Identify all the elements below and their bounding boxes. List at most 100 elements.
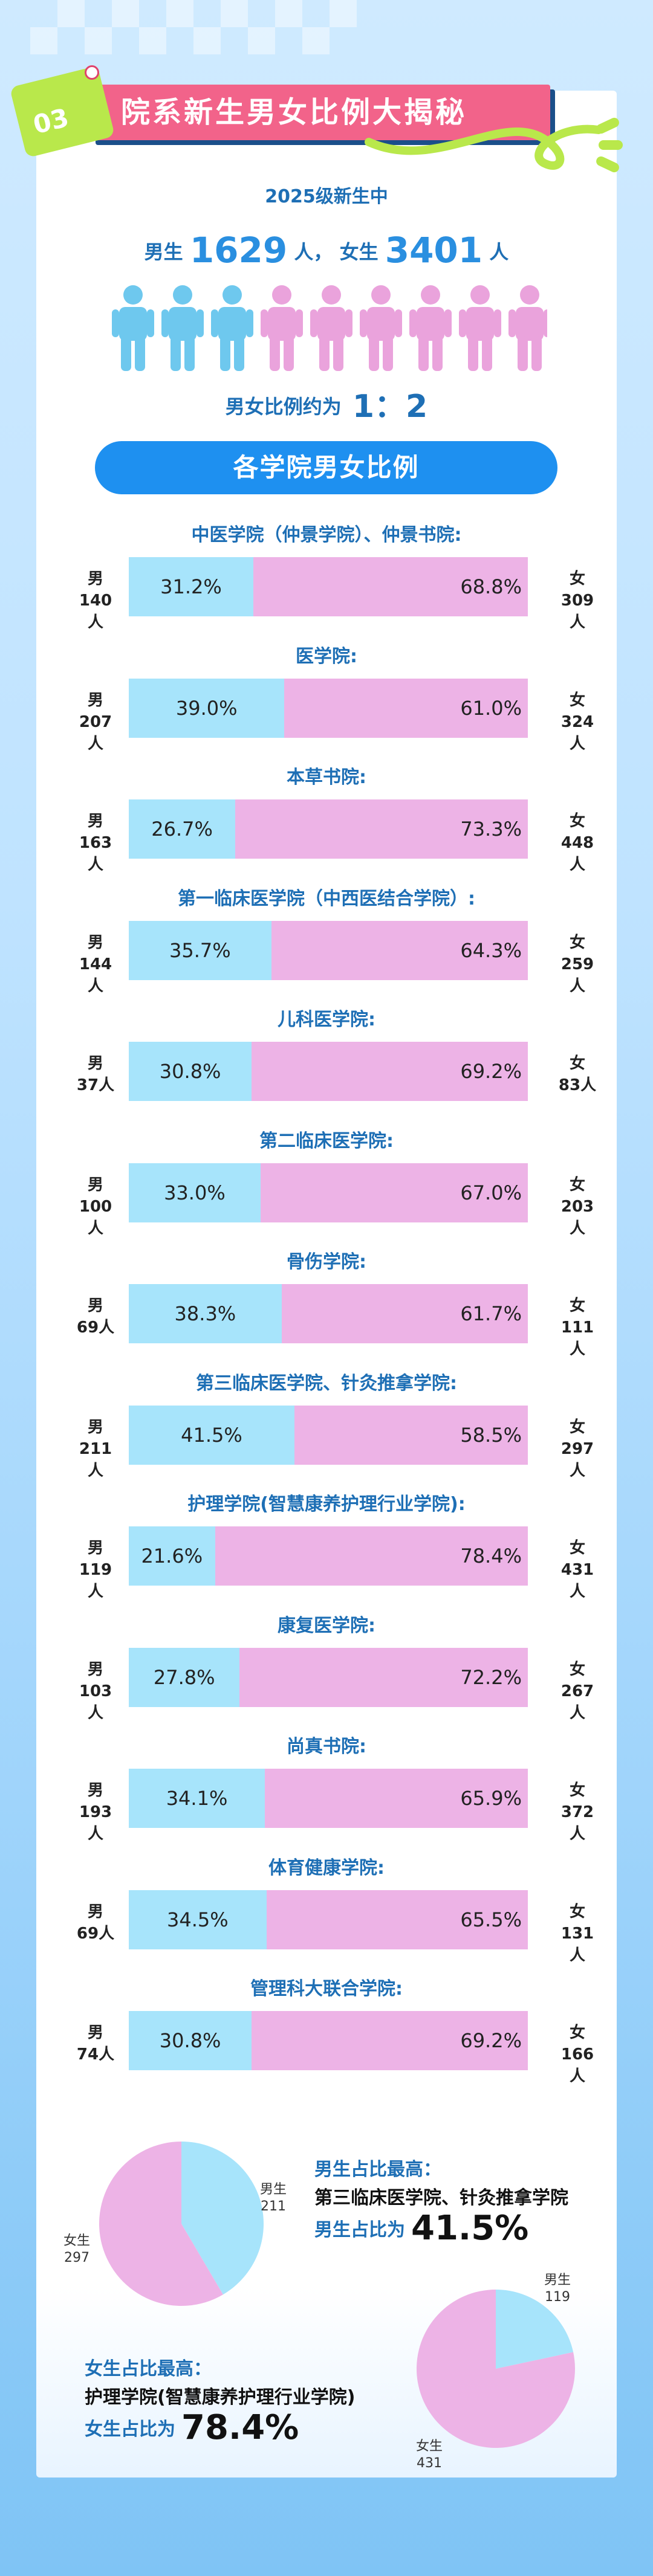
male-segment: 31.2% bbox=[129, 557, 253, 616]
male-count-label: 男 37人 bbox=[76, 1054, 115, 1094]
male-person-icon bbox=[211, 285, 253, 371]
female-count-label: 女 431人 bbox=[560, 1539, 594, 1601]
male-segment: 33.0% bbox=[129, 1163, 261, 1222]
pie2-male-label: 男生 119 bbox=[544, 2273, 571, 2305]
male-segment: 30.8% bbox=[129, 2011, 252, 2070]
male-highest-title: 男生占比最高： bbox=[314, 2159, 441, 2180]
female-person-icon bbox=[360, 285, 402, 371]
male-count-label: 男 207人 bbox=[79, 691, 112, 753]
gender-count-line: 男生 1629 人， 女生 3401 人 bbox=[0, 230, 653, 271]
male-label: 男生 bbox=[144, 240, 183, 263]
college-name: 体育健康学院: bbox=[268, 1857, 385, 1879]
ratio-bar: 21.6% 78.4% bbox=[129, 1526, 528, 1586]
male-count-label: 男 193人 bbox=[79, 1781, 112, 1843]
pie-slice-female bbox=[99, 2142, 223, 2306]
female-person-icon bbox=[508, 285, 547, 371]
female-segment: 73.3% bbox=[235, 799, 528, 859]
header-banner bbox=[91, 85, 550, 140]
ratio-bar: 33.0% 67.0% bbox=[129, 1163, 528, 1222]
female-label: 女生 bbox=[339, 240, 378, 263]
college-name: 医学院: bbox=[296, 645, 357, 667]
female-count-label: 女 267人 bbox=[560, 1660, 594, 1722]
female-highest-pie bbox=[417, 2290, 575, 2448]
page-title: 院系新生男女比例大揭秘 bbox=[121, 95, 467, 129]
female-unit: 人 bbox=[489, 240, 509, 263]
male-count-label: 男 140人 bbox=[79, 570, 112, 631]
female-count-label: 女 324人 bbox=[560, 691, 594, 753]
male-segment: 35.7% bbox=[129, 920, 271, 980]
college-name: 尚真书院: bbox=[287, 1736, 366, 1757]
female-person-icon bbox=[261, 285, 303, 371]
male-segment: 30.8% bbox=[129, 1042, 252, 1101]
female-count-label: 女 448人 bbox=[560, 812, 594, 874]
college-name: 第二临床医学院: bbox=[259, 1130, 394, 1152]
ratio-bar: 30.8% 69.2% bbox=[129, 1042, 528, 1101]
female-count-label: 女 309人 bbox=[560, 570, 594, 631]
male-segment: 21.6% bbox=[129, 1526, 215, 1586]
ratio-bar: 35.7% 64.3% bbox=[129, 920, 528, 980]
female-segment: 61.0% bbox=[284, 678, 528, 738]
female-segment: 67.0% bbox=[260, 1163, 528, 1222]
pie1-female-label: 女生 297 bbox=[63, 2233, 91, 2265]
female-count-label: 女 131人 bbox=[560, 1902, 594, 1964]
ratio-value: 1：2 bbox=[352, 389, 428, 425]
cohort-subtitle: 2025级新生中 bbox=[265, 186, 388, 207]
female-highest-college: 护理学院(智慧康养护理行业学院) bbox=[85, 2387, 356, 2408]
tag-hole-icon bbox=[85, 65, 99, 80]
college-name: 本草书院: bbox=[287, 767, 366, 788]
male-count-label: 男 119人 bbox=[79, 1539, 112, 1601]
male-highest-pie bbox=[99, 2142, 264, 2306]
male-segment: 26.7% bbox=[129, 799, 236, 859]
college-name: 护理学院(智慧康养护理行业学院): bbox=[187, 1494, 466, 1515]
female-person-icon bbox=[310, 285, 352, 371]
female-count-label: 女 111人 bbox=[560, 1297, 594, 1358]
ratio-line: 男女比例约为 1：2 bbox=[0, 381, 653, 426]
female-highest-pct: 女生占比为 78.4% bbox=[85, 2408, 299, 2447]
ratio-bar: 34.5% 65.5% bbox=[129, 1890, 528, 1949]
people-icons bbox=[112, 285, 547, 371]
female-segment: 64.3% bbox=[271, 920, 528, 980]
pie-slice-male bbox=[496, 2290, 574, 2369]
male-segment: 34.1% bbox=[129, 1769, 265, 1828]
female-total: 3401 bbox=[385, 230, 483, 271]
pie-slice-female bbox=[417, 2290, 575, 2448]
female-segment: 61.7% bbox=[281, 1284, 528, 1343]
male-person-icon bbox=[112, 285, 154, 371]
college-name: 康复医学院: bbox=[278, 1615, 375, 1636]
ratio-bar: 27.8% 72.2% bbox=[129, 1647, 528, 1707]
college-name: 儿科医学院: bbox=[278, 1009, 375, 1030]
male-highest-college: 第三临床医学院、针灸推拿学院 bbox=[314, 2187, 568, 2209]
female-count-label: 女 372人 bbox=[560, 1781, 594, 1843]
ratio-bar: 34.1% 65.9% bbox=[129, 1769, 528, 1828]
female-segment: 69.2% bbox=[252, 2011, 528, 2070]
male-count-label: 男 103人 bbox=[79, 1660, 112, 1722]
college-name: 第三临床医学院、针灸推拿学院: bbox=[196, 1372, 457, 1394]
male-count-label: 男 163人 bbox=[79, 812, 112, 874]
female-count-label: 女 83人 bbox=[558, 1054, 597, 1094]
pie-slice-male bbox=[181, 2142, 264, 2295]
squiggle-decoration bbox=[365, 124, 603, 170]
female-segment: 65.9% bbox=[265, 1769, 528, 1828]
male-count-label: 男 74人 bbox=[76, 2024, 115, 2064]
male-count-label: 男 69人 bbox=[76, 1902, 115, 1943]
college-name: 骨伤学院: bbox=[287, 1251, 366, 1273]
female-segment: 68.8% bbox=[253, 557, 528, 616]
male-segment: 27.8% bbox=[129, 1647, 240, 1707]
female-count-label: 女 203人 bbox=[560, 1175, 594, 1238]
male-count-label: 男 144人 bbox=[79, 933, 112, 995]
female-highest-title: 女生占比最高： bbox=[85, 2358, 212, 2380]
pie2-female-label: 女生 431 bbox=[416, 2439, 443, 2471]
male-total: 1629 bbox=[189, 230, 288, 271]
female-segment: 72.2% bbox=[239, 1647, 528, 1707]
ratio-bar: 39.0% 61.0% bbox=[129, 678, 528, 738]
male-segment: 34.5% bbox=[129, 1890, 267, 1949]
male-segment: 39.0% bbox=[129, 678, 285, 738]
female-segment: 65.5% bbox=[266, 1890, 528, 1949]
female-segment: 58.5% bbox=[294, 1405, 528, 1465]
female-segment: 78.4% bbox=[215, 1526, 528, 1586]
male-unit: 人， bbox=[294, 240, 333, 263]
female-count-label: 女 166人 bbox=[560, 2024, 594, 2085]
male-count-label: 男 211人 bbox=[79, 1418, 112, 1480]
checker-decoration bbox=[30, 0, 357, 54]
male-count-label: 男 100人 bbox=[79, 1175, 112, 1238]
